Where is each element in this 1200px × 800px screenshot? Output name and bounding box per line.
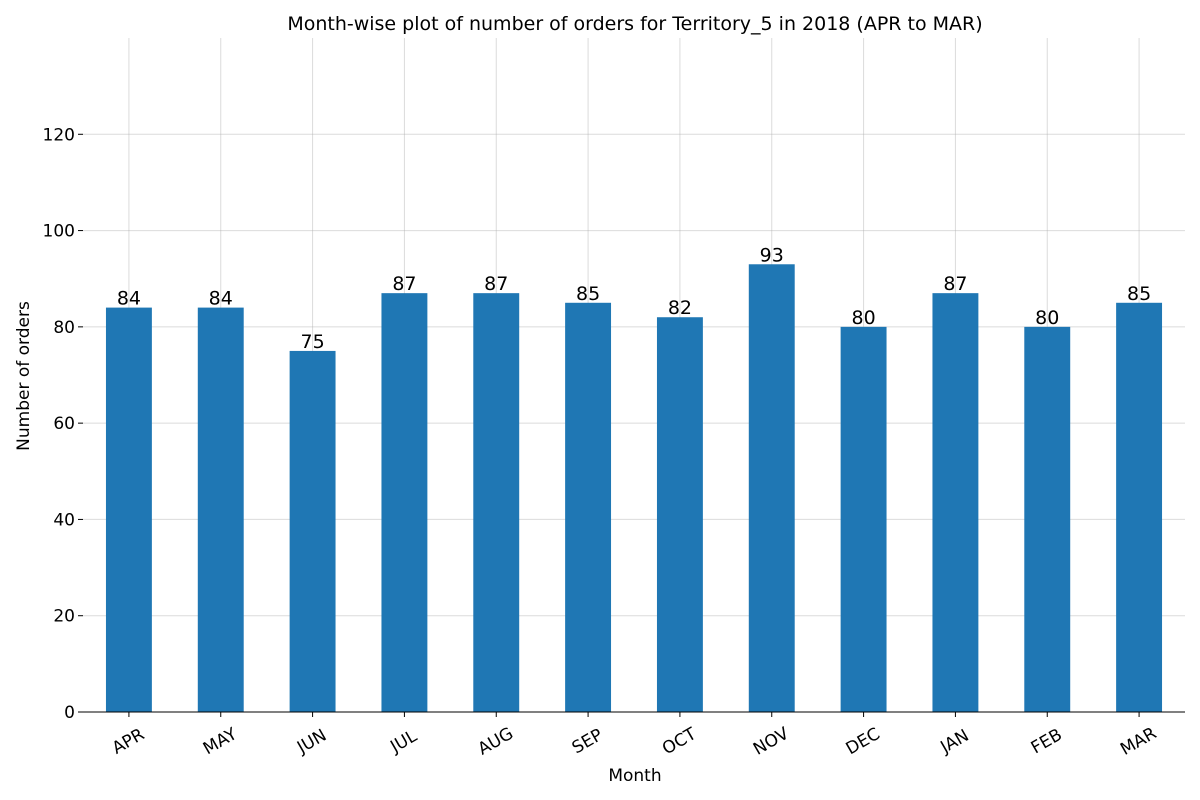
x-tick-label-sep: SEP	[569, 725, 607, 758]
x-axis: APR MAY JUN JUL AUG SEP OCT NOV DEC JAN FEB MAR	[83, 711, 1185, 760]
data-labels: 84 84 75 87 87 85 82 93 80 87 80 85	[117, 244, 1151, 353]
grid	[83, 38, 1185, 712]
y-tick-label: 80	[53, 318, 75, 338]
data-label-mar: 85	[1127, 283, 1151, 305]
data-label-may: 84	[209, 288, 233, 310]
y-tick-label: 20	[53, 607, 75, 627]
bar-nov	[748, 264, 795, 712]
x-tick-label-may: MAY	[200, 724, 241, 759]
y-tick-label: 0	[64, 703, 75, 723]
data-label-feb: 80	[1035, 307, 1059, 329]
chart-title: Month-wise plot of number of orders for …	[287, 13, 982, 35]
data-label-jul: 87	[392, 273, 416, 295]
bar-oct	[656, 317, 703, 712]
x-tick-label-mar: MAR	[1117, 723, 1160, 759]
x-axis-label: Month	[608, 766, 661, 786]
data-label-apr: 84	[117, 288, 141, 310]
data-label-nov: 93	[760, 244, 784, 266]
bar-sep	[565, 302, 612, 712]
y-axis: 0 20 40 60 80 100 120	[43, 125, 83, 723]
bar-apr	[105, 307, 152, 712]
data-label-sep: 85	[576, 283, 600, 305]
bar-aug	[473, 293, 520, 712]
data-label-aug: 87	[484, 273, 508, 295]
bar-jun	[289, 350, 336, 712]
y-tick-label: 40	[53, 510, 75, 530]
y-axis-label: Number of orders	[14, 301, 34, 451]
data-label-jan: 87	[943, 273, 967, 295]
x-tick-label-jun: JUN	[293, 725, 330, 758]
y-tick-label: 60	[53, 414, 75, 434]
x-tick-label-feb: FEB	[1028, 725, 1066, 758]
data-label-oct: 82	[668, 297, 692, 319]
y-tick-label: 100	[43, 222, 75, 242]
bar-may	[197, 307, 244, 712]
bars	[105, 264, 1163, 712]
bar-jul	[381, 293, 428, 712]
bar-feb	[1024, 326, 1071, 712]
bar-mar	[1116, 302, 1163, 712]
data-label-jun: 75	[300, 331, 324, 353]
x-tick-label-dec: DEC	[843, 724, 884, 759]
x-tick-label-apr: APR	[109, 724, 148, 758]
x-tick-label-aug: AUG	[475, 724, 517, 760]
y-tick-label: 120	[43, 125, 75, 145]
x-tick-label-oct: OCT	[659, 724, 700, 759]
bar-dec	[840, 326, 887, 712]
x-tick-label-jan: JAN	[936, 726, 972, 758]
bar-jan	[932, 293, 979, 712]
data-label-dec: 80	[851, 307, 875, 329]
x-tick-label-nov: NOV	[750, 723, 793, 759]
x-tick-label-jul: JUL	[386, 726, 421, 758]
